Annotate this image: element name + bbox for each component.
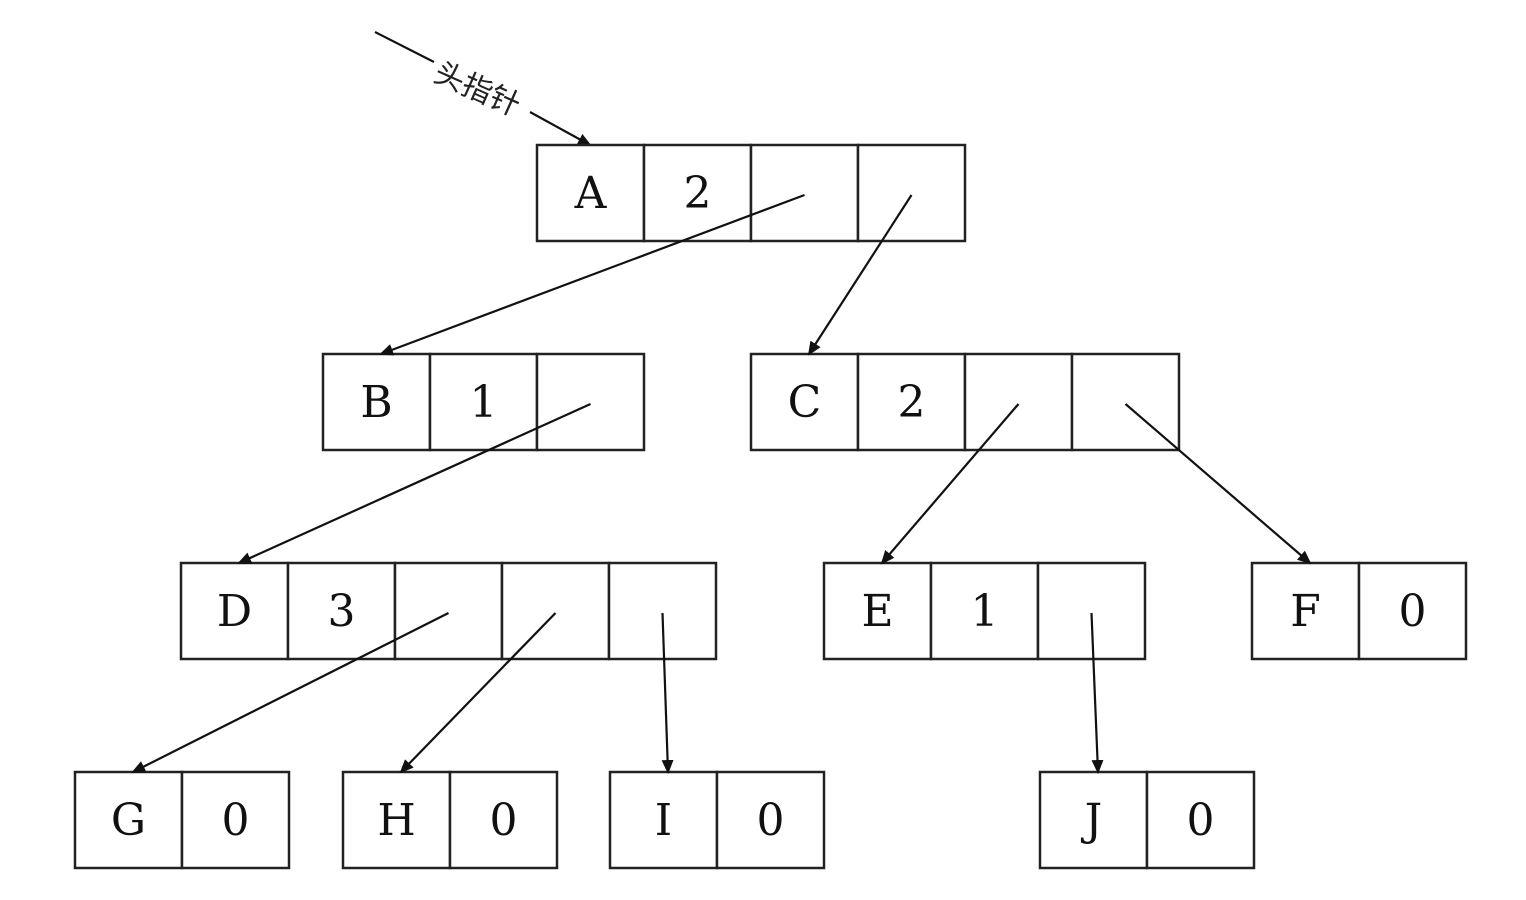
node-D-data-text: D — [217, 586, 252, 637]
node-J-data-text: J — [1081, 795, 1103, 846]
node-E-degree-cell — [929, 561, 1040, 661]
node-G-data-text: G — [111, 795, 146, 846]
nodes-layer: A 2B 1 C 2D 3 E 1 F 0G 0 H 0 I 0 J 0 — [73, 143, 1468, 870]
node-F-data-text: F — [1290, 586, 1321, 637]
node-A-degree-cell — [642, 143, 753, 243]
node-H-degree-text: 0 — [490, 795, 518, 846]
edge-A-to-B — [379, 193, 805, 356]
edge-A-to-C — [807, 194, 913, 356]
head-pointer-line-lower — [529, 111, 592, 146]
node-E-data-text: E — [861, 586, 893, 637]
head-pointer-label: 头指针 — [429, 55, 525, 124]
node-B-data-text: B — [360, 377, 392, 428]
node-J-degree-cell — [1145, 770, 1256, 870]
node-A-data-text: A — [574, 168, 608, 219]
node-C-degree-cell — [856, 352, 967, 452]
edge-D-to-G — [131, 612, 449, 773]
edge-C-to-F — [1124, 403, 1312, 565]
node-B-data-cell — [321, 352, 432, 452]
node-J-data-cell — [1038, 770, 1149, 870]
node-A-degree-text: 2 — [684, 168, 712, 219]
node-F-data-cell — [1250, 561, 1361, 661]
node-C-pointer-cell-1 — [963, 352, 1074, 452]
edges-layer — [131, 193, 1312, 774]
edge-B-to-D — [237, 402, 591, 565]
node-H-data-text: H — [377, 795, 415, 846]
node-F-degree-text: 0 — [1399, 586, 1427, 637]
node-H-degree-cell — [448, 770, 559, 870]
node-D-pointer-cell-1 — [393, 561, 504, 661]
node-G-degree-text: 0 — [222, 795, 250, 846]
node-I-data-text: I — [655, 795, 672, 846]
edge-E-to-J — [1090, 612, 1104, 774]
node-D-degree-text: 3 — [328, 586, 356, 637]
node-E-degree-text: 1 — [971, 586, 999, 637]
node-B-degree-text: 1 — [470, 377, 498, 428]
head-pointer-line-upper — [374, 31, 435, 63]
edge-D-to-H — [399, 612, 557, 774]
node-E-pointer-cell-1 — [1036, 561, 1147, 661]
node-A-pointer-cell-1 — [749, 143, 860, 243]
node-J-degree-text: 0 — [1187, 795, 1215, 846]
node-C-data-cell — [749, 352, 860, 452]
head-pointer: 头指针 — [374, 31, 592, 146]
node-C-degree-text: 2 — [898, 377, 926, 428]
node-A-data-cell — [535, 143, 646, 243]
node-D-degree-cell — [286, 561, 397, 661]
edge-D-to-I — [661, 612, 674, 774]
edge-C-to-E — [880, 403, 1020, 565]
node-I-degree-text: 0 — [757, 795, 785, 846]
node-A-pointer-cell-2 — [856, 143, 967, 243]
node-I-degree-cell — [715, 770, 826, 870]
node-C-data-text: C — [788, 377, 822, 428]
node-D-pointer-cell-2 — [500, 561, 611, 661]
node-D-data-cell — [179, 561, 290, 661]
node-H-data-cell — [341, 770, 452, 870]
node-G-degree-cell — [180, 770, 291, 870]
node-I-data-cell — [608, 770, 719, 870]
node-F-degree-cell — [1357, 561, 1468, 661]
node-B-pointer-cell-1 — [535, 352, 646, 452]
